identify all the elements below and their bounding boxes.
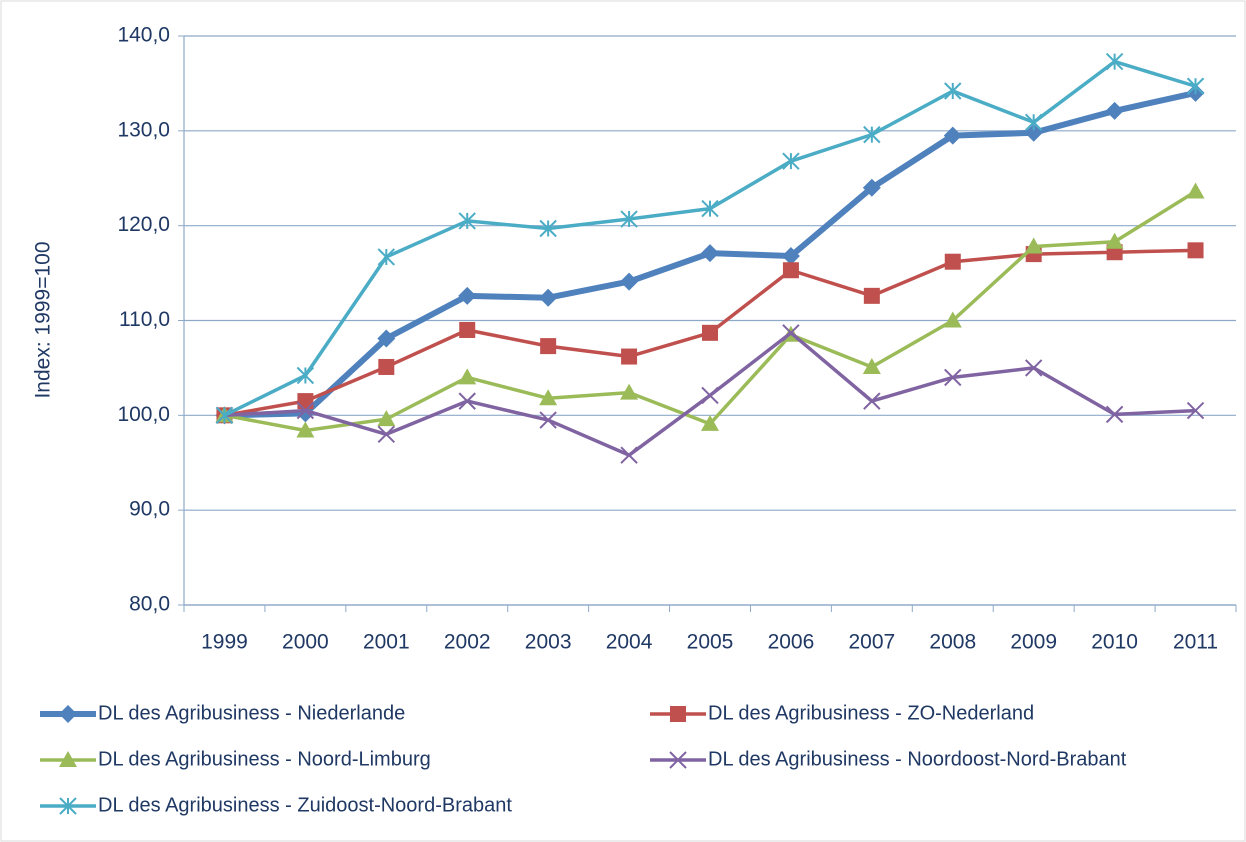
marker xyxy=(59,797,77,815)
y-tick-label: 130,0 xyxy=(117,118,170,141)
marker xyxy=(1186,182,1205,199)
x-tick-label: 2010 xyxy=(1091,631,1138,654)
marker xyxy=(863,287,880,304)
marker xyxy=(621,348,638,365)
x-tick-label: 2009 xyxy=(1010,631,1057,654)
marker xyxy=(59,751,77,767)
x-tick-label: 1999 xyxy=(201,631,248,654)
marker xyxy=(944,82,962,100)
marker xyxy=(669,751,687,769)
marker xyxy=(377,425,396,444)
marker xyxy=(670,706,686,722)
marker xyxy=(458,392,476,410)
marker xyxy=(862,357,881,374)
y-tick-label: 100,0 xyxy=(117,403,170,426)
x-tick-label: 2001 xyxy=(363,631,410,654)
marker xyxy=(943,311,962,328)
marker xyxy=(215,406,234,425)
marker xyxy=(1024,359,1043,377)
y-tick-label: 140,0 xyxy=(117,24,170,47)
marker xyxy=(1186,401,1205,420)
legend-label: DL des Agribusiness - Noordoost-Nord-Bra… xyxy=(708,748,1127,770)
y-tick-label: 120,0 xyxy=(117,213,170,236)
marker xyxy=(540,338,557,355)
marker xyxy=(620,383,639,400)
y-axis-label: Index: 1999=100 xyxy=(32,241,55,398)
marker xyxy=(377,248,396,266)
marker xyxy=(296,401,315,420)
marker xyxy=(296,421,315,438)
marker xyxy=(701,244,719,263)
marker xyxy=(620,272,639,291)
legend: DL des Agribusiness - Niederlande DL des … xyxy=(40,702,1127,816)
marker xyxy=(781,247,800,266)
x-tick-label: 2011 xyxy=(1173,631,1218,654)
marker xyxy=(539,288,558,307)
marker xyxy=(701,414,719,431)
legend-label: DL des Agribusiness - ZO-Nederland xyxy=(708,702,1034,724)
x-tick-label: 2007 xyxy=(848,631,895,654)
marker xyxy=(863,392,881,410)
legend-label: DL des Agribusiness - Zuidoost-Noord-Bra… xyxy=(98,794,512,816)
x-tick-label: 2004 xyxy=(606,631,653,654)
legend-label: DL des Agribusiness - Niederlande xyxy=(98,702,405,724)
marker xyxy=(944,253,961,270)
marker xyxy=(296,366,315,385)
marker xyxy=(458,368,477,385)
marker xyxy=(702,324,718,341)
marker xyxy=(1187,242,1204,259)
marker xyxy=(378,358,395,375)
marker xyxy=(377,410,396,427)
x-tick-label: 2006 xyxy=(768,631,815,654)
marker xyxy=(1186,77,1205,95)
marker xyxy=(944,368,962,387)
marker xyxy=(1024,113,1043,132)
y-tick-label: 80,0 xyxy=(129,593,170,616)
y-tick-label: 90,0 xyxy=(129,498,170,521)
marker xyxy=(620,210,638,228)
marker xyxy=(1024,237,1043,254)
x-tick-label: 2005 xyxy=(687,631,734,654)
x-tick-label: 2003 xyxy=(525,631,572,654)
marker xyxy=(620,446,638,464)
marker xyxy=(539,411,557,429)
marker xyxy=(701,386,719,405)
legend-label: DL des Agribusiness - Noord-Limburg xyxy=(98,748,431,770)
marker xyxy=(1105,52,1124,71)
marker xyxy=(459,321,476,338)
marker xyxy=(782,262,799,279)
marker xyxy=(458,286,477,305)
x-tick-label: 2002 xyxy=(444,631,491,654)
marker xyxy=(458,212,476,230)
marker xyxy=(782,324,800,342)
marker xyxy=(539,219,557,238)
marker xyxy=(59,705,77,723)
marker xyxy=(1105,405,1124,424)
marker xyxy=(297,393,314,410)
marker xyxy=(862,178,881,197)
marker xyxy=(539,389,558,406)
marker xyxy=(863,125,881,144)
marker xyxy=(1024,123,1043,142)
marker xyxy=(377,329,396,348)
marker xyxy=(782,152,800,170)
marker xyxy=(1105,232,1124,249)
marker xyxy=(943,126,962,145)
y-tick-label: 110,0 xyxy=(119,308,170,331)
x-tick-label: 2000 xyxy=(282,631,329,654)
marker xyxy=(701,199,719,218)
marker xyxy=(1105,101,1124,120)
x-tick-label: 2008 xyxy=(929,631,976,654)
